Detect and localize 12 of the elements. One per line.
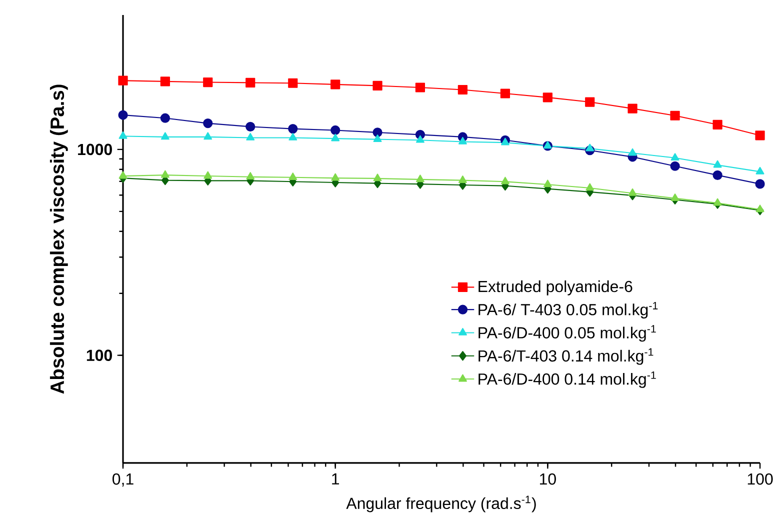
x-tick-label: 100 bbox=[748, 473, 773, 485]
legend-label: Extruded polyamide-6 bbox=[478, 280, 632, 296]
x-tick-label: 0,1 bbox=[112, 473, 134, 487]
legend-label: PA-6/D-400 0.05 mol.kg$^{-1}$ bbox=[478, 325, 656, 342]
x-axis-title: Angular frequency (rad.s$^{-1}$) bbox=[346, 496, 536, 512]
x-tick-label: 1 bbox=[332, 473, 340, 484]
legend-label: PA-6/ T-403 0.05 mol.kg$^{-1}$ bbox=[478, 302, 658, 318]
y-tick-label: 1000 bbox=[78, 144, 112, 156]
x-tick-label: 10 bbox=[540, 473, 556, 485]
legend-label: PA-6/D-400 0.14 mol.kg$^{-1}$ bbox=[478, 371, 656, 388]
legend-label: PA-6/T-403 0.14 mol.kg$^{-1}$ bbox=[478, 348, 654, 365]
y-axis-title: Absolute complex viscosity (Pa.s) bbox=[50, 84, 68, 394]
